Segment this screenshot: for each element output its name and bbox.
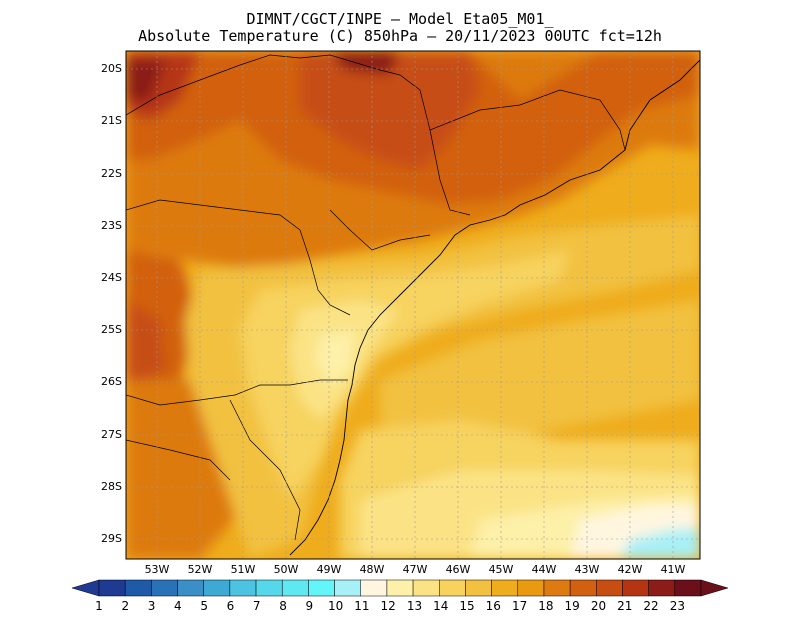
lat-tick-label: 27S	[101, 428, 122, 441]
lon-tick-label: 46W	[445, 563, 471, 576]
colorbar-cell	[412, 579, 440, 597]
colorbar-left-arrow-icon	[71, 579, 100, 597]
colorbar-tick-label: 1	[95, 599, 103, 613]
colorbar-tick-label: 9	[305, 599, 314, 613]
colorbar	[71, 579, 729, 597]
lon-tick-label: 53W	[144, 563, 170, 576]
lon-tick-label: 43W	[574, 563, 600, 576]
lat-tick-label: 24S	[101, 271, 122, 284]
colorbar-cell	[465, 579, 492, 597]
colorbar-cell	[229, 579, 257, 597]
colorbar-cell	[203, 579, 231, 597]
lat-tick-label: 23S	[101, 219, 122, 232]
lon-tick-label: 52W	[187, 563, 213, 576]
colorbar-cell	[151, 579, 178, 597]
colorbar-tick-label: 18	[538, 599, 554, 613]
lon-tick-label: 42W	[617, 563, 643, 576]
lon-tick-label: 48W	[359, 563, 385, 576]
lon-tick-label: 45W	[488, 563, 514, 576]
colorbar-cell	[334, 579, 361, 597]
colorbar-tick-label: 4	[174, 599, 182, 613]
colorbar-cell	[596, 579, 623, 597]
colorbar-cell	[543, 579, 571, 597]
lon-tick-label: 44W	[531, 563, 557, 576]
colorbar-cell	[281, 579, 309, 597]
colorbar-tick-label: 22	[643, 599, 659, 613]
colorbar-cell	[360, 579, 388, 597]
colorbar-cells	[98, 579, 702, 597]
colorbar-tick-label: 7	[252, 599, 261, 613]
colorbar-cell	[648, 579, 676, 597]
colorbar-tick-label: 19	[564, 599, 580, 613]
colorbar-cell	[491, 579, 519, 597]
colorbar-cell	[308, 579, 335, 597]
colorbar-cell	[98, 579, 126, 597]
colorbar-tick-label: 6	[226, 599, 235, 613]
lat-tick-label: 28S	[101, 480, 122, 493]
temperature-field	[126, 51, 700, 559]
state-border-icon	[126, 54, 626, 541]
lon-tick-label: 41W	[660, 563, 686, 576]
colorbar-tick-label: 17	[511, 599, 528, 613]
colorbar-tick-label: 2	[121, 599, 130, 613]
colorbar-tick-label: 11	[354, 599, 370, 613]
lat-tick-label: 29S	[101, 532, 122, 545]
colorbar-tick-label: 12	[380, 599, 396, 613]
colorbar-cell	[177, 579, 204, 597]
lat-tick-label: 21S	[101, 114, 122, 127]
colorbar-tick-label: 8	[279, 599, 287, 613]
colorbar-tick-label: 13	[406, 599, 423, 613]
lon-tick-label: 51W	[230, 563, 256, 576]
colorbar-tick-label: 15	[459, 599, 475, 613]
colorbar-cell	[569, 579, 597, 597]
lat-tick-label: 25S	[101, 323, 122, 336]
colorbar-right-arrow-icon	[700, 579, 729, 597]
map-frame	[125, 50, 701, 560]
colorbar-tick-label: 23	[669, 599, 685, 613]
lon-tick-label: 50W	[273, 563, 299, 576]
colorbar-cell	[255, 579, 283, 597]
graticule	[126, 51, 700, 559]
lon-tick-label: 49W	[316, 563, 342, 576]
lat-tick-label: 22S	[101, 167, 122, 180]
colorbar-tick-label: 5	[200, 599, 208, 613]
colorbar-cell	[124, 579, 152, 597]
colorbar-cell	[386, 579, 414, 597]
colorbar-cell	[674, 579, 702, 597]
lat-tick-label: 20S	[101, 62, 122, 75]
colorbar-tick-label: 20	[590, 599, 607, 613]
colorbar-cell	[517, 579, 545, 597]
coastline-icon	[289, 59, 700, 556]
colorbar-tick-label: 21	[617, 599, 633, 613]
colorbar-tick-label: 10	[327, 599, 344, 613]
title-line-1: DIMNT/CGCT/INPE — Model Eta05_M01_	[246, 10, 554, 28]
lon-tick-label: 47W	[402, 563, 428, 576]
title-line-2: Absolute Temperature (C) 850hPa — 20/11/…	[138, 27, 662, 45]
colorbar-cell	[622, 579, 649, 597]
colorbar-tick-label: 3	[147, 599, 156, 613]
colorbar-cell	[439, 579, 466, 597]
colorbar-tick-label: 16	[485, 599, 501, 613]
lat-tick-label: 26S	[101, 375, 122, 388]
colorbar-tick-label: 14	[433, 599, 449, 613]
